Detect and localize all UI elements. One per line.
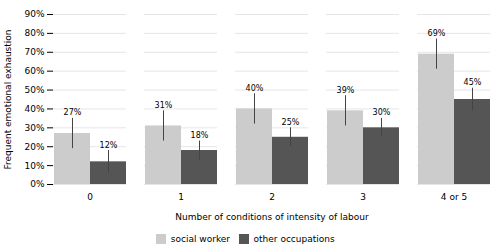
svg-text:10%: 10%	[24, 160, 44, 170]
svg-text:4 or 5: 4 or 5	[441, 192, 467, 202]
svg-text:18%: 18%	[191, 131, 209, 140]
svg-text:70%: 70%	[24, 47, 44, 57]
svg-text:90%: 90%	[24, 9, 44, 19]
svg-text:3: 3	[360, 192, 366, 202]
svg-text:40%: 40%	[246, 84, 264, 93]
svg-text:30%: 30%	[24, 123, 44, 133]
svg-text:69%: 69%	[428, 29, 446, 38]
svg-text:60%: 60%	[24, 66, 44, 76]
svg-text:2: 2	[269, 192, 275, 202]
html-text:social worker: social worker	[170, 233, 230, 244]
svg-text:20%: 20%	[24, 142, 44, 152]
svg-text:30%: 30%	[373, 108, 391, 117]
svg-text:50%: 50%	[24, 85, 44, 95]
svg-text:27%: 27%	[64, 108, 82, 117]
svg-text:Frequent emotional exhaustion: Frequent emotional exhaustion	[3, 29, 13, 169]
svg-text:40%: 40%	[24, 104, 44, 114]
svg-text:80%: 80%	[24, 28, 44, 38]
svg-text:45%: 45%	[464, 78, 482, 87]
svg-text:25%: 25%	[282, 118, 300, 127]
svg-text:39%: 39%	[337, 86, 355, 95]
html-text:other occupations: other occupations	[253, 233, 335, 244]
svg-text:0: 0	[87, 192, 93, 202]
svg-text:12%: 12%	[100, 141, 118, 150]
svg-text:31%: 31%	[155, 101, 173, 110]
svg-text:1: 1	[178, 192, 184, 202]
svg-text:Number of conditions of intens: Number of conditions of intensity of lab…	[175, 212, 369, 222]
svg-text:0%: 0%	[30, 179, 45, 189]
